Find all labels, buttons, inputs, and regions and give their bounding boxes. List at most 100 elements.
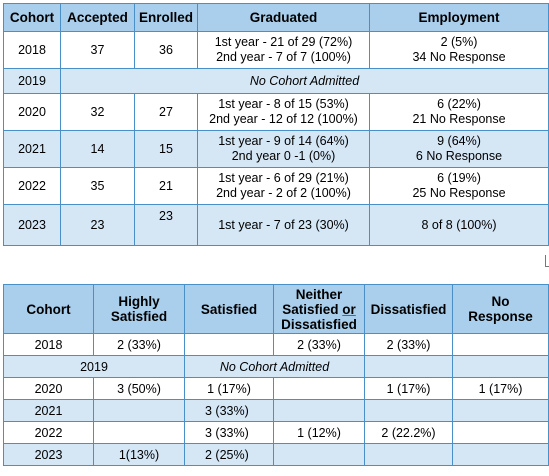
enrolled-cell: 27 (134, 93, 198, 131)
accepted-cell: 37 (60, 31, 135, 69)
employment-cell: 8 of 8 (100%) (369, 204, 549, 246)
graduated-cell: 1st year - 8 of 15 (53%) 2nd year - 12 o… (197, 93, 370, 131)
satisfied-cell (184, 333, 274, 356)
cohort-cell: 2019 (3, 355, 185, 378)
accepted-cell: 35 (60, 167, 135, 205)
no-response-cell (452, 333, 549, 356)
no-cohort-note: No Cohort Admitted (60, 68, 549, 94)
highly-satisfied-cell: 2 (33%) (93, 333, 185, 356)
header-word-or: or (342, 301, 356, 317)
enrolled-cell: 21 (134, 167, 198, 205)
satisfied-cell: 2 (25%) (184, 443, 274, 466)
cohort-cell: 2018 (3, 31, 61, 69)
cohort-cell: 2018 (3, 333, 94, 356)
dissatisfied-cell: 2 (33%) (364, 333, 453, 356)
employment-line-2: 25 No Response (412, 186, 506, 200)
neither-cell: 1 (12%) (273, 421, 365, 444)
employment-line-1: 6 (22%) (437, 97, 481, 111)
employment-cell: 2 (5%) 34 No Response (369, 31, 549, 69)
employment-line-1: 6 (19%) (437, 171, 481, 185)
satisfied-cell: 3 (33%) (184, 399, 274, 422)
satisfaction-table: Cohort Highly Satisfied Satisfied Neithe… (3, 284, 549, 466)
graduated-line-1: 1st year - 9 of 14 (64%) (218, 134, 349, 148)
header-line: Highly (118, 294, 160, 309)
employment-line-2: 6 No Response (415, 149, 503, 163)
header-employment: Employment (369, 3, 549, 32)
table-row: 2023 1(13%) 2 (25%) (3, 443, 549, 466)
neither-cell (273, 377, 365, 400)
graduated-cell: 1st year - 7 of 23 (30%) (197, 204, 370, 246)
header-line: Neither (295, 286, 343, 302)
table-row: 2022 3 (33%) 1 (12%) 2 (22.2%) (3, 421, 549, 444)
table-row: 2021 14 15 1st year - 9 of 14 (64%) 2nd … (3, 130, 549, 168)
header-word: Satisfied (282, 301, 339, 317)
graduated-line-1: 1st year - 6 of 29 (21%) (218, 171, 349, 185)
no-response-cell (452, 421, 549, 444)
header-line: Satisfied (110, 309, 168, 324)
highly-satisfied-cell: 3 (50%) (93, 377, 185, 400)
cohort-cell: 2023 (3, 204, 61, 246)
employment-line-1: 2 (5%) (440, 35, 478, 49)
cohort-cell: 2020 (3, 93, 61, 131)
satisfied-cell: 1 (17%) (184, 377, 274, 400)
highly-satisfied-cell (93, 421, 185, 444)
graduated-cell: 1st year - 6 of 29 (21%) 2nd year - 2 of… (197, 167, 370, 205)
graduated-cell: 1st year - 9 of 14 (64%) 2nd year 0 -1 (… (197, 130, 370, 168)
table-row: 2023 23 23 1st year - 7 of 23 (30%) 8 of… (3, 204, 549, 246)
graduated-line-2: 2nd year - 7 of 7 (100%) (216, 50, 351, 64)
header-accepted: Accepted (60, 3, 135, 32)
dissatisfied-cell (364, 355, 453, 378)
no-cohort-note: No Cohort Admitted (184, 355, 365, 378)
accepted-cell: 14 (60, 130, 135, 168)
dissatisfied-cell: 2 (22.2%) (364, 421, 453, 444)
header-graduated: Graduated (197, 3, 370, 32)
satisfied-cell: 3 (33%) (184, 421, 274, 444)
graduated-cell: 1st year - 21 of 29 (72%) 2nd year - 7 o… (197, 31, 370, 69)
header-line: No (491, 294, 510, 309)
neither-cell (273, 399, 365, 422)
employment-cell: 9 (64%) 6 No Response (369, 130, 549, 168)
header-satisfied: Satisfied (184, 284, 274, 334)
header-cohort: Cohort (3, 3, 61, 32)
neither-cell (273, 443, 365, 466)
header-no-response: No Response (452, 284, 549, 334)
header-dissatisfied: Dissatisfied (364, 284, 453, 334)
graduated-line-2: 2nd year - 2 of 2 (100%) (216, 186, 351, 200)
enrolled-cell: 36 (134, 31, 198, 69)
table-row: 2018 37 36 1st year - 21 of 29 (72%) 2nd… (3, 31, 549, 69)
table-row: 2021 3 (33%) (3, 399, 549, 422)
header-cohort: Cohort (3, 284, 94, 334)
highly-satisfied-cell (93, 399, 185, 422)
dissatisfied-cell (364, 399, 453, 422)
table-row: 2022 35 21 1st year - 6 of 29 (21%) 2nd … (3, 167, 549, 205)
cohort-cell: 2020 (3, 377, 94, 400)
graduated-line-1: 1st year - 21 of 29 (72%) (214, 35, 353, 49)
employment-line-1: 9 (64%) (437, 134, 481, 148)
no-response-cell (452, 399, 549, 422)
neither-cell: 2 (33%) (273, 333, 365, 356)
cohort-cell: 2023 (3, 443, 94, 466)
graduated-line-2: 2nd year - 12 of 12 (100%) (209, 112, 358, 126)
cohort-cell: 2022 (3, 167, 61, 205)
resize-corner-mark (545, 255, 549, 267)
cohort-cell: 2021 (3, 130, 61, 168)
cohort-cell: 2019 (3, 68, 61, 94)
highly-satisfied-cell: 1(13%) (93, 443, 185, 466)
table-row: 2020 32 27 1st year - 8 of 15 (53%) 2nd … (3, 93, 549, 131)
header-highly-satisfied: Highly Satisfied (93, 284, 185, 334)
employment-cell: 6 (22%) 21 No Response (369, 93, 549, 131)
enrolled-cell: 23 (134, 204, 198, 246)
cohort-cell: 2021 (3, 399, 94, 422)
no-response-cell: 1 (17%) (452, 377, 549, 400)
employment-line-2: 21 No Response (412, 112, 506, 126)
table-row: 2018 2 (33%) 2 (33%) 2 (33%) (3, 333, 549, 356)
header-line: Response (468, 309, 533, 324)
graduated-line-1: 1st year - 8 of 15 (53%) (218, 97, 349, 111)
dissatisfied-cell: 1 (17%) (364, 377, 453, 400)
header-line: Satisfied or (274, 302, 364, 317)
table-row: 2019 No Cohort Admitted (3, 355, 549, 378)
table-row: 2019 No Cohort Admitted (3, 68, 549, 94)
satisfaction-header-row: Cohort Highly Satisfied Satisfied Neithe… (3, 284, 549, 334)
header-enrolled: Enrolled (134, 3, 198, 32)
accepted-cell: 23 (60, 204, 135, 246)
